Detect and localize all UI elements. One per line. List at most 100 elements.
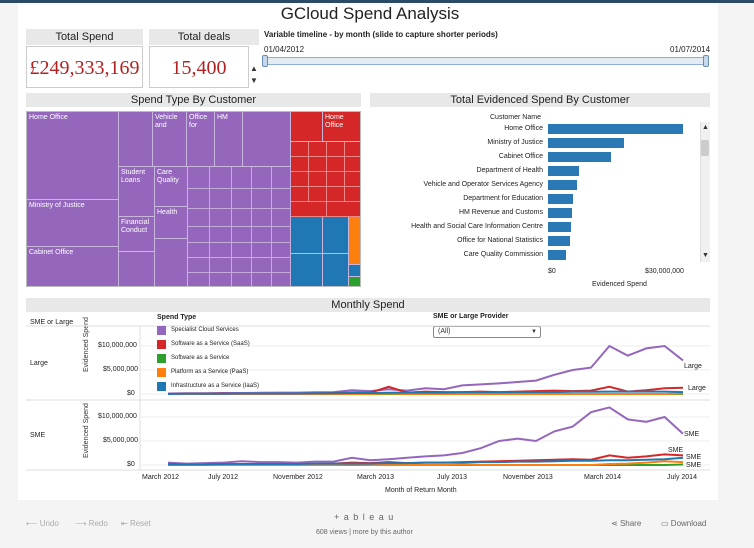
- bar-label: HM Revenue and Customs: [458, 209, 543, 216]
- treemap-hm[interactable]: HM: [215, 112, 243, 167]
- more-by-author-link[interactable]: more by this author: [352, 529, 413, 536]
- treemap-office-for[interactable]: Office for: [187, 112, 215, 167]
- series-line[interactable]: [167, 390, 684, 395]
- bar[interactable]: [548, 180, 577, 190]
- legend-swatch[interactable]: [157, 326, 166, 335]
- treemap-home-office[interactable]: Home Office: [27, 112, 119, 200]
- redo-label: Redo: [88, 519, 108, 528]
- timeline-start-handle[interactable]: [262, 55, 268, 67]
- legend-swatch[interactable]: [157, 340, 166, 349]
- x-tick-label: July 2012: [208, 474, 238, 481]
- bar-label: Department of Health: [476, 167, 543, 174]
- treemap-blue-block[interactable]: [323, 217, 349, 254]
- x-tick-label: March 2013: [357, 474, 394, 481]
- bar[interactable]: [548, 250, 566, 260]
- bar[interactable]: [548, 152, 611, 162]
- treemap-health[interactable]: Health: [155, 207, 188, 239]
- spend-type-treemap[interactable]: Home Office Ministry of Justice Cabinet …: [26, 111, 361, 287]
- scroll-up-icon[interactable]: ▲: [702, 124, 709, 131]
- bar-label: Vehicle and Operator Services Agency: [423, 181, 543, 188]
- treemap-red-small-area[interactable]: [291, 142, 360, 217]
- treemap-small-purple-area[interactable]: [188, 167, 291, 286]
- treemap-care-quality[interactable]: Care Quality: [155, 167, 188, 207]
- bar[interactable]: [548, 166, 579, 176]
- views-count: 608 views | more by this author: [316, 529, 413, 536]
- window-top-bar: [0, 0, 754, 3]
- treemap-blue-small[interactable]: [349, 265, 360, 277]
- legend-swatch[interactable]: [157, 382, 166, 391]
- timeline-end-date: 01/07/2014: [670, 45, 711, 54]
- treemap-block[interactable]: [119, 112, 153, 167]
- treemap-block[interactable]: [243, 112, 291, 167]
- treemap-home-office-red[interactable]: Home Office: [323, 112, 360, 142]
- bar-chart-header: Customer Name: [490, 114, 541, 121]
- sme-y-tick-1: $5,000,000: [103, 437, 139, 444]
- large-y-tick-2: $0: [127, 390, 135, 397]
- bar[interactable]: [548, 194, 574, 204]
- series-line[interactable]: [168, 456, 684, 466]
- treemap-block[interactable]: [155, 239, 188, 286]
- download-button[interactable]: ▭ Download: [661, 519, 706, 528]
- treemap-ministry-of-justice[interactable]: Ministry of Justice: [27, 200, 119, 247]
- share-button[interactable]: ⋖ Share: [611, 519, 641, 528]
- monthly-x-axis-label: Month of Return Month: [385, 487, 457, 494]
- bar-label: Care Quality Commission: [463, 251, 543, 258]
- treemap-title: Spend Type By Customer: [26, 93, 361, 107]
- total-spend-value: £249,333,169: [26, 46, 143, 88]
- treemap-financial-conduct[interactable]: Financial Conduct: [119, 217, 155, 252]
- bar[interactable]: [548, 236, 570, 246]
- footer-toolbar: ⟵ Undo ⟶ Redo ⇤ Reset + a b l e a u 608 …: [0, 500, 754, 548]
- bar[interactable]: [548, 208, 573, 218]
- timeline-end-handle[interactable]: [703, 55, 709, 67]
- legend-swatch[interactable]: [157, 368, 166, 377]
- treemap-red-block[interactable]: [291, 112, 323, 142]
- bar[interactable]: [548, 138, 624, 148]
- bar[interactable]: [548, 222, 572, 232]
- timeline-label: Variable timeline - by month (slide to c…: [264, 30, 498, 39]
- bar[interactable]: [548, 124, 683, 134]
- end-label-sme-1: SME: [684, 431, 700, 438]
- treemap-cabinet-office[interactable]: Cabinet Office: [27, 247, 119, 286]
- legend-swatch[interactable]: [157, 354, 166, 363]
- legend-label: Specialist Cloud Services: [171, 327, 239, 333]
- download-icon: ▭: [661, 519, 669, 528]
- sme-large-header: SME or Large: [30, 319, 74, 326]
- treemap-blue-block[interactable]: [291, 217, 323, 254]
- end-label-sme-4: SME: [686, 462, 702, 469]
- x-tick-label: March 2012: [142, 474, 179, 481]
- reset-button[interactable]: ⇤ Reset: [121, 519, 151, 528]
- spend-type-header: Spend Type: [157, 314, 197, 321]
- x-tick-label: March 2014: [584, 474, 621, 481]
- undo-label: Undo: [39, 519, 59, 528]
- treemap-blue-block[interactable]: [323, 254, 349, 286]
- treemap-student-loans[interactable]: Student Loans: [119, 167, 155, 217]
- scroll-up-icon[interactable]: ▲: [250, 64, 258, 73]
- download-label: Download: [670, 519, 707, 528]
- sme-y-tick-2: $0: [127, 461, 135, 468]
- scroll-down-icon[interactable]: ▼: [250, 76, 258, 85]
- bar-x-tick-0: $0: [548, 268, 556, 275]
- redo-button[interactable]: ⟶ Redo: [75, 519, 108, 528]
- filter-label: SME or Large Provider: [433, 313, 509, 320]
- scroll-down-icon[interactable]: ▼: [702, 252, 709, 259]
- treemap-block[interactable]: [119, 252, 155, 286]
- bar-label: Ministry of Justice: [487, 139, 543, 146]
- series-line[interactable]: [167, 406, 684, 465]
- scrollbar-thumb[interactable]: [701, 140, 709, 156]
- treemap-blue-block[interactable]: [291, 254, 323, 286]
- dashboard-title: GCloud Spend Analysis: [280, 4, 460, 23]
- tableau-logo[interactable]: + a b l e a u: [334, 512, 395, 522]
- undo-button[interactable]: ⟵ Undo: [26, 519, 59, 528]
- large-y-tick-0: $10,000,000: [98, 342, 137, 349]
- total-deals-label: Total deals: [149, 29, 259, 45]
- legend-label: Software as a Service: [171, 355, 230, 361]
- treemap-green-block[interactable]: [349, 277, 360, 286]
- views-text: 608 views: [316, 529, 348, 536]
- bar-label: Health and Social Care Information Centr…: [411, 223, 543, 230]
- treemap-vehicle-and[interactable]: Vehicle and: [153, 112, 187, 167]
- bar-label: Cabinet Office: [498, 153, 543, 160]
- row-label-sme: SME: [30, 432, 46, 439]
- bar-chart-scrollbar[interactable]: [700, 122, 710, 262]
- treemap-orange-block[interactable]: [349, 217, 360, 265]
